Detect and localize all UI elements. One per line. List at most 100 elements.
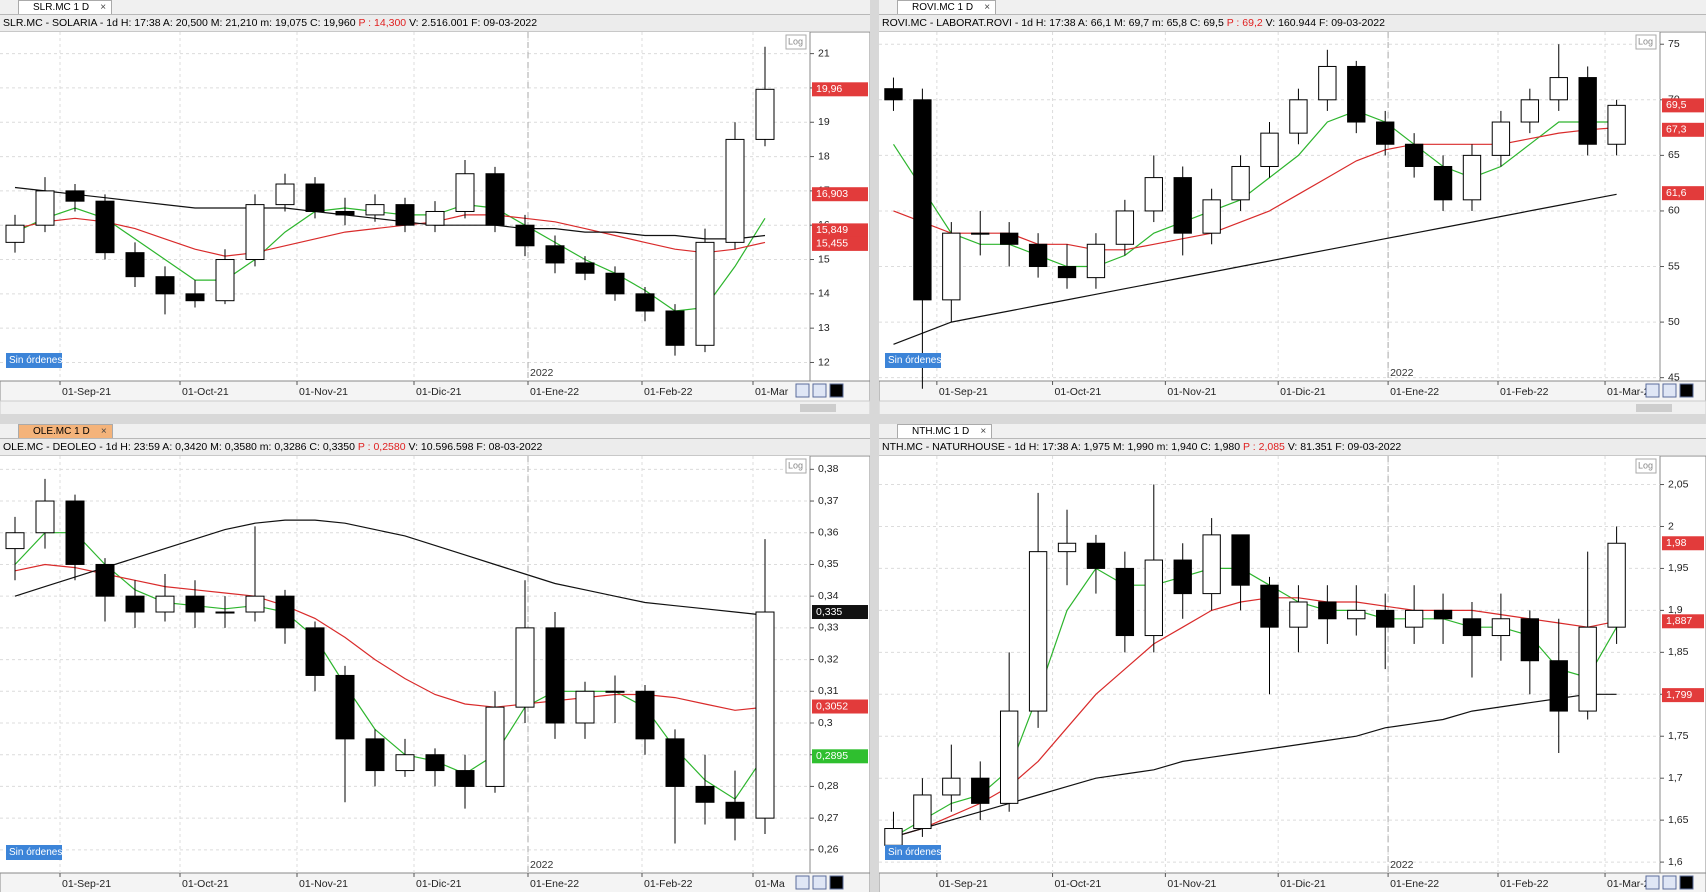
- candle-body: [1462, 618, 1482, 637]
- candle-body: [1607, 104, 1626, 145]
- toolbar-button[interactable]: [1679, 875, 1694, 890]
- chart-header: OLE.MC - DEOLEO - 1d H: 23:59 A: 0,3420 …: [0, 439, 870, 456]
- tab-label: ROVI.MC 1 D: [912, 2, 974, 13]
- candle-body: [425, 210, 445, 226]
- toolbar-button[interactable]: [795, 383, 810, 398]
- price-tag-label: 0,3052: [816, 700, 848, 712]
- log-button[interactable]: [1635, 458, 1657, 474]
- candle-body: [1144, 177, 1163, 212]
- candle-body: [95, 200, 115, 254]
- price-tag: [812, 605, 868, 620]
- chart-panel: SLR.MC 1 D × SLR.MC - SOLARIA - 1d H: 17:3…: [0, 0, 870, 414]
- x-tick-label: 01-Ene-22: [1390, 878, 1439, 890]
- candle-body: [999, 710, 1019, 804]
- chart-header: SLR.MC - SOLARIA - 1d H: 17:38 A: 20,500…: [0, 15, 870, 32]
- price-tag: [812, 223, 868, 238]
- y-tick-label: 13: [818, 322, 830, 334]
- candle-body: [913, 99, 932, 301]
- price-tag-label: 1,799: [1666, 689, 1692, 701]
- candle-body: [1260, 132, 1279, 167]
- moving-average: [14, 214, 766, 257]
- log-button[interactable]: [785, 34, 807, 50]
- price-tag: [1662, 614, 1704, 629]
- candle-body: [275, 595, 295, 629]
- header-info: SLR.MC - SOLARIA - 1d H: 17:38 A: 20,500…: [3, 17, 356, 29]
- x-tick-label: 01-Nov-21: [299, 878, 348, 890]
- chart-panel: NTH.MC 1 D × NTH.MC - NATURHOUSE - 1d H: 1…: [879, 424, 1706, 892]
- candle-body: [1115, 210, 1135, 245]
- x-tick-label: 01-Ene-22: [530, 386, 579, 398]
- header-p: P : 2,085: [1243, 441, 1285, 453]
- log-button[interactable]: [1635, 34, 1657, 50]
- candle-body: [95, 563, 115, 597]
- x-tick-label: 01-Dic-21: [1280, 878, 1326, 890]
- price-tag: [812, 749, 868, 764]
- toolbar-button[interactable]: [812, 875, 827, 890]
- y-tick-label: 0,27: [818, 812, 839, 824]
- header-p: P : 14,300: [358, 17, 407, 29]
- x-tick-label: 01-Nov-21: [1167, 878, 1216, 890]
- tab-close[interactable]: ×: [984, 2, 991, 13]
- candle-body: [425, 754, 445, 772]
- candle-body: [1607, 542, 1626, 628]
- toolbar-button[interactable]: [1645, 875, 1660, 890]
- price-tag-label: 69,5: [1666, 99, 1687, 111]
- y-tick-label: 65: [1668, 149, 1680, 161]
- toolbar-button[interactable]: [795, 875, 810, 890]
- y-tick-label: 0,38: [818, 463, 839, 475]
- toolbar-button[interactable]: [812, 383, 827, 398]
- scrollbar[interactable]: [0, 400, 870, 414]
- candle-body: [485, 706, 505, 787]
- price-tag-label: 16,903: [816, 188, 848, 200]
- tab[interactable]: ROVI.MC 1 D ×: [897, 0, 997, 14]
- candle-body: [35, 500, 55, 534]
- candle-body: [335, 674, 355, 740]
- candle-body: [5, 224, 25, 243]
- scroll-thumb[interactable]: [800, 404, 836, 412]
- candle-body: [125, 252, 145, 278]
- tab[interactable]: OLE.MC 1 D ×: [18, 424, 113, 438]
- moving-average: [14, 186, 766, 240]
- tab-close[interactable]: ×: [100, 426, 107, 437]
- candle-body: [155, 276, 175, 295]
- scrollbar[interactable]: [879, 400, 1706, 414]
- tab-bar: SLR.MC 1 D ×: [0, 0, 870, 15]
- scroll-thumb[interactable]: [1636, 404, 1672, 412]
- candle-body: [1578, 77, 1597, 145]
- price-tag-label: 1,98: [1666, 537, 1687, 549]
- orders-badge: [885, 353, 941, 368]
- candle-body: [1462, 154, 1482, 201]
- toolbar-button[interactable]: [1645, 383, 1660, 398]
- toolbar-button[interactable]: [1679, 383, 1694, 398]
- toolbar-button[interactable]: [1662, 383, 1677, 398]
- toolbar-button[interactable]: [1662, 875, 1677, 890]
- y-tick-label: 0,28: [818, 780, 839, 792]
- y-tick-label: 0,37: [818, 495, 839, 507]
- toolbar-button[interactable]: [829, 875, 844, 890]
- y-tick-label: 55: [1668, 260, 1680, 272]
- y-tick-label: 2: [1668, 520, 1674, 532]
- price-tag-label: 15,455: [816, 238, 848, 250]
- tab-close[interactable]: ×: [100, 2, 107, 13]
- candle-body: [635, 293, 655, 312]
- y-tick-label: 1,75: [1668, 730, 1689, 742]
- log-button[interactable]: [785, 458, 807, 474]
- price-tag: [812, 699, 868, 714]
- candle-body: [1318, 65, 1337, 101]
- x-tick-label: 01-Nov-21: [1167, 386, 1216, 398]
- time-axis: [879, 872, 1706, 892]
- toolbar-button[interactable]: [829, 383, 844, 398]
- candle-body: [1520, 99, 1540, 123]
- candle-body: [605, 272, 625, 295]
- candle-body: [1491, 121, 1511, 156]
- x-tick-label: 01-Mar: [755, 386, 789, 398]
- y-tick-label: 19: [818, 116, 830, 128]
- candle-body: [455, 173, 475, 212]
- tab[interactable]: SLR.MC 1 D ×: [18, 0, 113, 14]
- candle-body: [1028, 551, 1048, 712]
- candle-body: [575, 690, 595, 724]
- tab-close[interactable]: ×: [980, 426, 987, 437]
- candle-body: [695, 785, 715, 803]
- tab[interactable]: NTH.MC 1 D ×: [897, 424, 993, 438]
- y-tick-label: 1,7: [1668, 772, 1683, 784]
